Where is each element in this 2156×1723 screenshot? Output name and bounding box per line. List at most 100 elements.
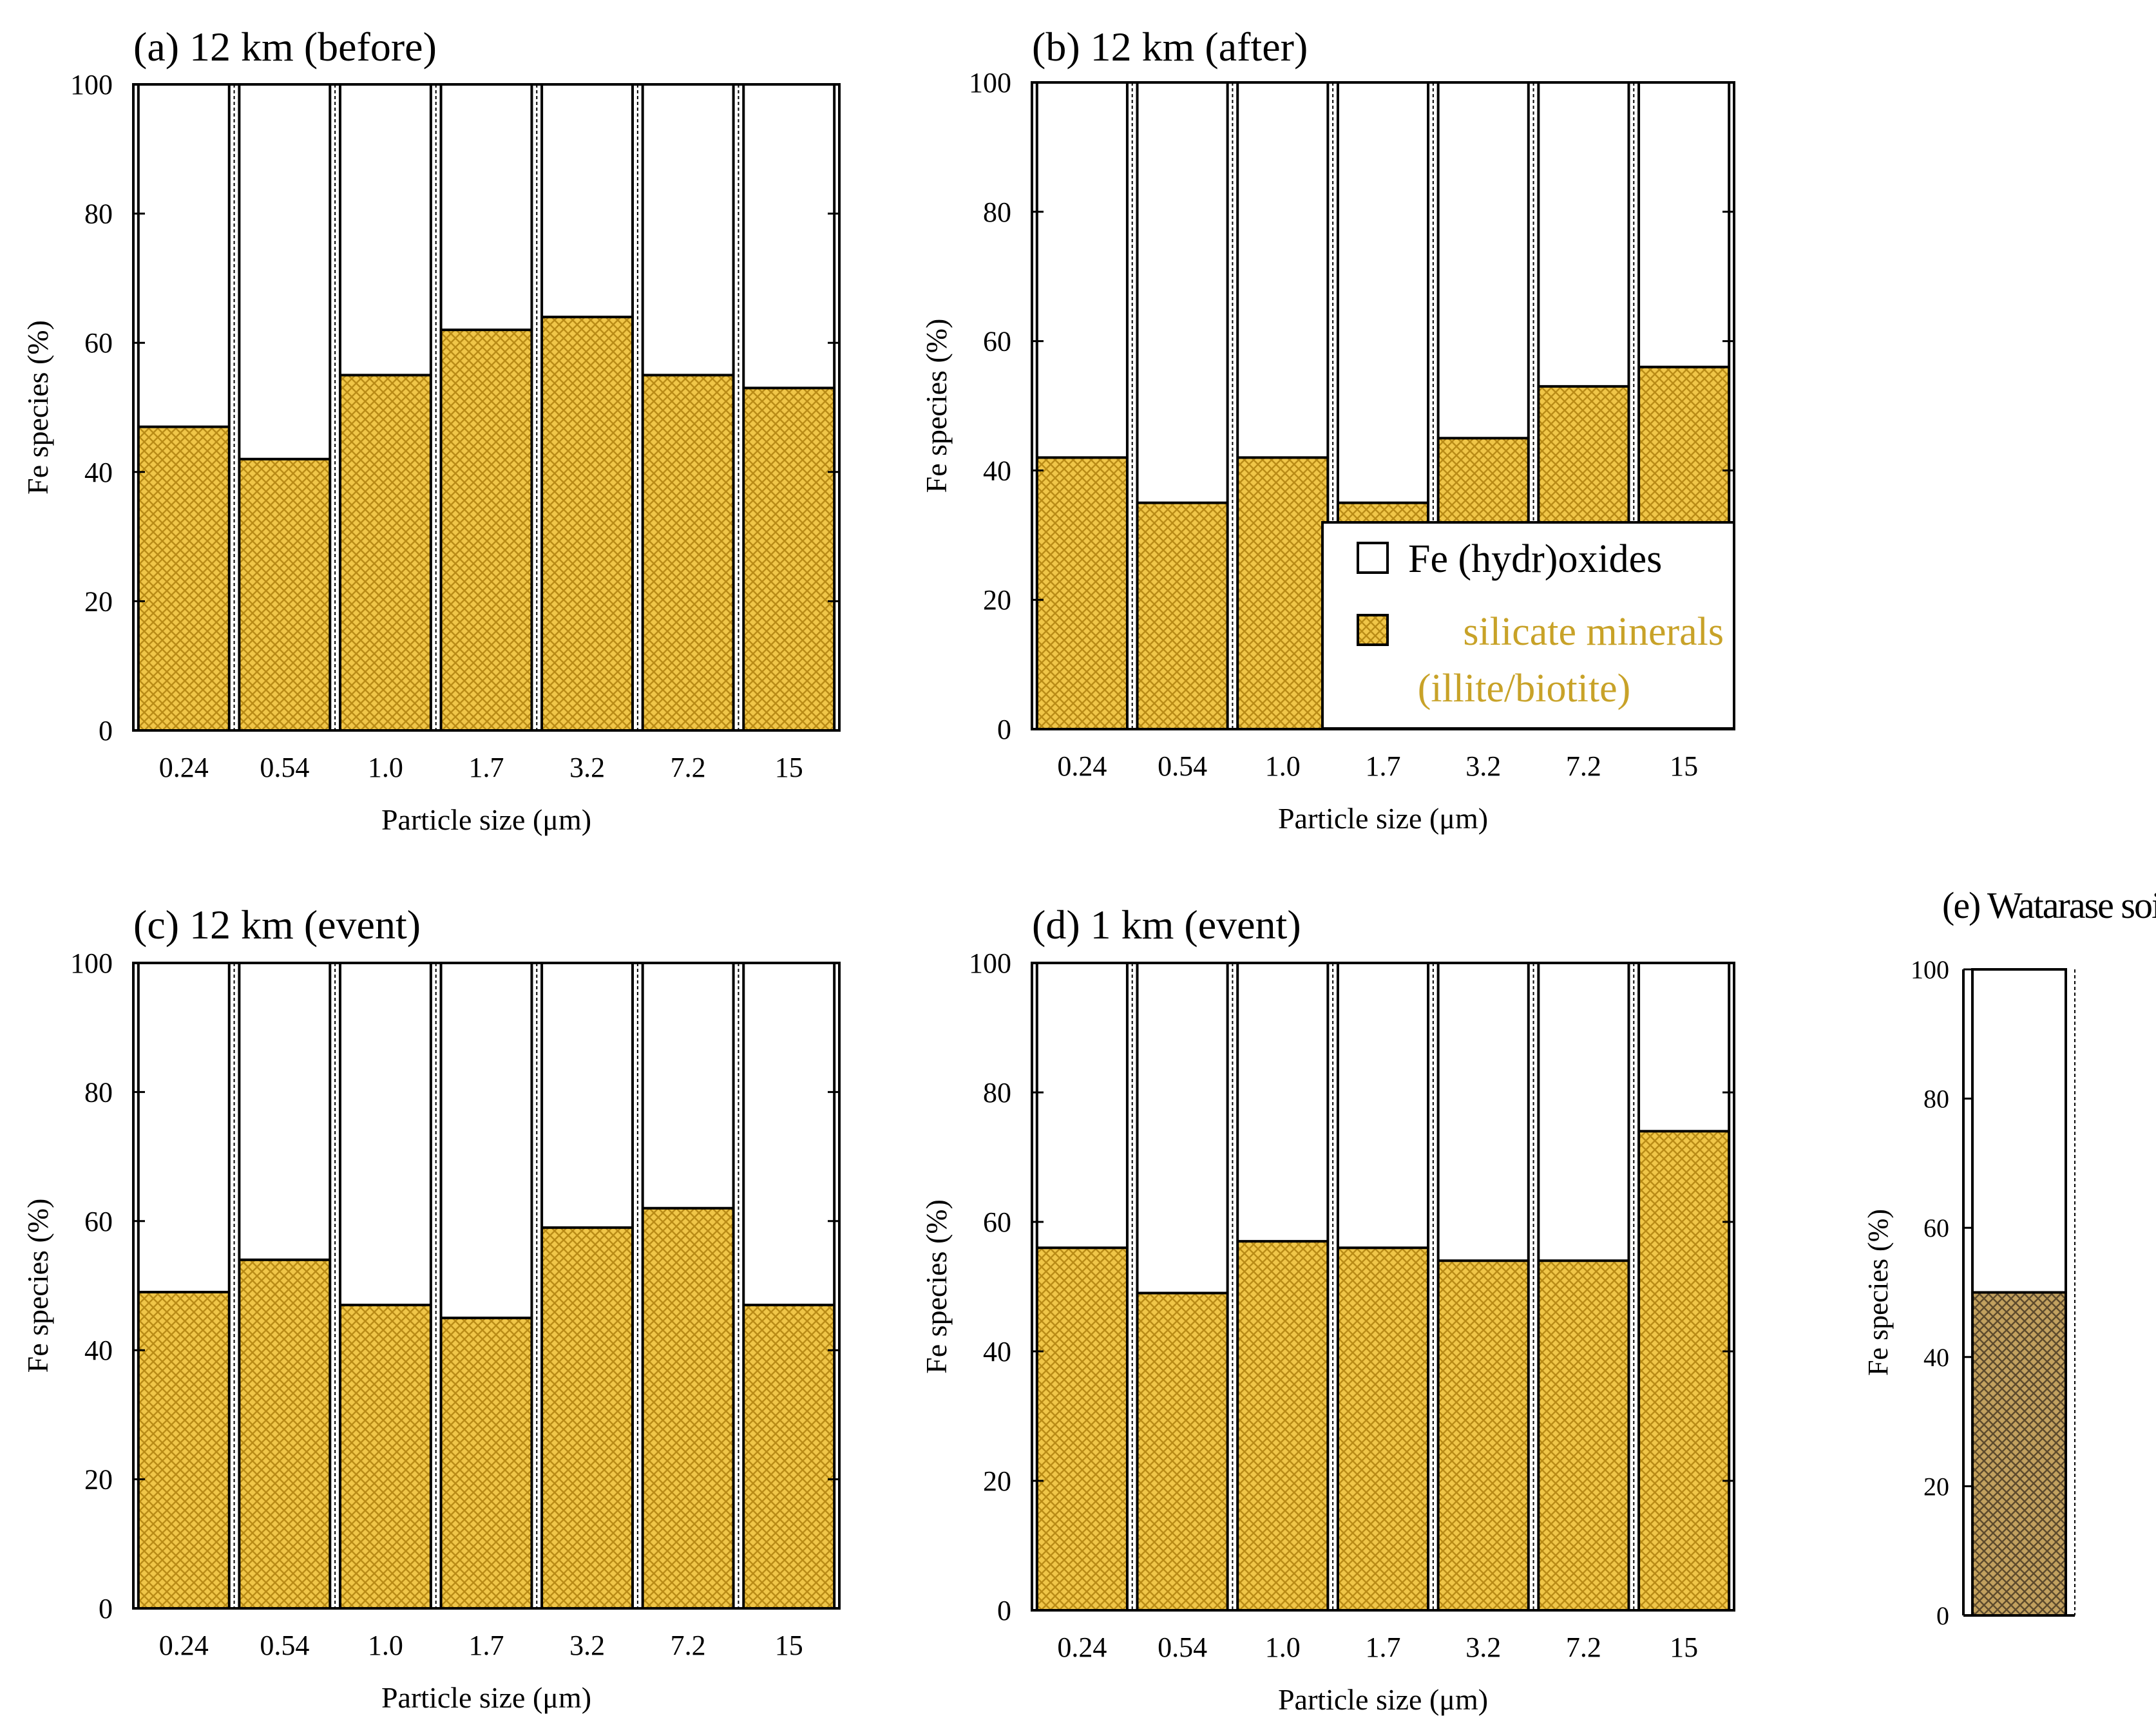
plot-frame-c [132, 962, 841, 1610]
y-tick-label-a-2: 40 [84, 457, 113, 488]
x-tick-label-b-3: 1.7 [1366, 750, 1401, 782]
plot-frame-a [132, 83, 841, 732]
plot-frame-d [1031, 962, 1735, 1612]
y-tick-label-e-1: 20 [1923, 1472, 1949, 1501]
bar-silicate-d-1 [1137, 1293, 1228, 1610]
legend-label-oxides: Fe (hydr)oxides [1408, 537, 1662, 581]
x-tick-label-b-5: 7.2 [1566, 750, 1601, 782]
x-axis-label-c: Particle size (μm) [381, 1681, 591, 1714]
x-tick-label-b-4: 3.2 [1465, 750, 1501, 782]
x-axis-label-b: Particle size (μm) [1278, 802, 1488, 835]
x-tick-label-a-2: 1.0 [368, 752, 403, 783]
y-axis-label-c: Fe species (%) [21, 1199, 54, 1373]
panel-c-title: (c) 12 km (event) [133, 902, 421, 947]
legend-label-silicate-line1: silicate minerals [1463, 610, 1724, 654]
bar-silicate-b-1 [1137, 502, 1228, 729]
x-tick-label-d-5: 7.2 [1566, 1632, 1601, 1663]
y-tick-label-a-1: 20 [84, 585, 113, 617]
bar-silicate-d-3 [1337, 1248, 1429, 1610]
y-tick-label-e-2: 40 [1923, 1343, 1949, 1372]
y-tick-label-c-4: 80 [84, 1076, 113, 1108]
x-tick-label-d-4: 3.2 [1465, 1632, 1501, 1663]
legend-box [1321, 521, 1735, 730]
x-tick-label-a-1: 0.54 [260, 752, 309, 783]
panel-b-title: (b) 12 km (after) [1032, 24, 1308, 70]
legend: Fe (hydr)oxides silicate minerals (illit… [1321, 521, 1735, 730]
legend-label-silicate-line2: (illite/biotite) [1418, 667, 1631, 710]
bar-silicate-a-5 [642, 375, 734, 730]
y-tick-label-b-0: 0 [997, 714, 1011, 745]
y-tick-label-c-3: 60 [84, 1206, 113, 1237]
bar-silicate-b-0 [1036, 457, 1127, 729]
x-tick-label-a-6: 15 [775, 752, 803, 783]
x-tick-label-c-0: 0.24 [159, 1630, 209, 1661]
y-tick-label-c-5: 100 [70, 947, 113, 979]
x-tick-label-b-2: 1.0 [1265, 750, 1301, 782]
bar-silicate-a-2 [339, 375, 431, 730]
panel-c: (c) 12 km (event) 0.24 0.54 1.0 1.7 3.2 7.2 15 0… [21, 902, 841, 1714]
x-tick-label-a-4: 3.2 [569, 752, 605, 783]
x-tick-label-d-1: 0.54 [1158, 1632, 1207, 1663]
panel-d: (d) 1 km (event) 0.24 0.54 1.0 1.7 3.2 7.2 15 0 2… [920, 902, 1735, 1716]
panel-a: (a) 12 km (before) 0.24 0.54 1.0 1.7 3.2 7.2 15… [21, 24, 841, 836]
y-tick-label-a-0: 0 [99, 715, 113, 747]
x-axis-label-a: Particle size (μm) [381, 803, 591, 836]
y-tick-label-b-2: 40 [983, 455, 1011, 486]
x-tick-label-a-5: 7.2 [671, 752, 706, 783]
legend-swatch-silicate [1357, 614, 1389, 646]
y-tick-label-b-4: 80 [983, 196, 1011, 228]
y-axis-label-b: Fe species (%) [920, 319, 953, 493]
bar-silicate-c-3 [441, 1318, 532, 1608]
y-tick-label-e-4: 80 [1923, 1085, 1949, 1114]
x-tick-label-c-6: 15 [775, 1630, 803, 1661]
bar-silicate-a-1 [239, 459, 330, 730]
y-tick-label-d-2: 40 [983, 1336, 1011, 1367]
y-tick-label-b-5: 100 [969, 67, 1011, 99]
y-tick-label-a-5: 100 [70, 69, 113, 100]
bar-silicate-e-0 [1972, 1292, 2066, 1615]
bar-silicate-c-5 [642, 1208, 734, 1608]
bar-silicate-d-2 [1237, 1241, 1328, 1610]
bar-silicate-c-0 [138, 1292, 229, 1608]
y-tick-label-c-1: 20 [84, 1464, 113, 1496]
x-tick-label-d-6: 15 [1670, 1632, 1698, 1663]
x-tick-label-b-1: 0.54 [1158, 750, 1207, 782]
y-tick-label-c-2: 40 [84, 1335, 113, 1366]
x-tick-label-b-0: 0.24 [1057, 750, 1107, 782]
bar-silicate-d-0 [1036, 1248, 1127, 1610]
bar-silicate-c-6 [743, 1305, 835, 1608]
x-axis-label-d: Particle size (μm) [1278, 1683, 1488, 1716]
y-tick-label-b-3: 60 [983, 326, 1011, 357]
y-axis-label-d: Fe species (%) [920, 1199, 953, 1374]
y-tick-label-a-3: 60 [84, 327, 113, 359]
panel-a-title: (a) 12 km (before) [133, 24, 437, 70]
x-tick-label-c-5: 7.2 [671, 1630, 706, 1661]
y-tick-label-e-5: 100 [1911, 955, 1949, 984]
y-tick-label-d-3: 60 [983, 1206, 1011, 1238]
y-tick-label-e-0: 0 [1936, 1601, 1949, 1630]
x-tick-label-b-6: 15 [1670, 750, 1698, 782]
x-tick-label-d-2: 1.0 [1265, 1632, 1301, 1663]
bar-silicate-d-6 [1639, 1131, 1730, 1610]
x-tick-label-c-1: 0.54 [260, 1630, 309, 1661]
y-tick-label-d-0: 0 [997, 1595, 1011, 1626]
x-tick-label-c-4: 3.2 [569, 1630, 605, 1661]
y-tick-label-b-1: 20 [983, 584, 1011, 616]
x-tick-label-c-2: 1.0 [368, 1630, 403, 1661]
bar-silicate-a-0 [138, 426, 229, 730]
y-tick-label-a-4: 80 [84, 198, 113, 230]
x-tick-label-d-0: 0.24 [1057, 1632, 1107, 1663]
panel-d-title: (d) 1 km (event) [1032, 902, 1301, 947]
panel-e: (e) Watarase soil 0 20 40 60 80 100 Fe species … [1862, 884, 2156, 1630]
y-tick-label-e-3: 60 [1923, 1214, 1949, 1242]
y-tick-label-d-5: 100 [969, 947, 1011, 979]
x-tick-label-d-3: 1.7 [1366, 1632, 1401, 1663]
y-tick-label-d-1: 20 [983, 1465, 1011, 1497]
y-axis-label-e: Fe species (%) [1862, 1209, 1894, 1376]
x-tick-label-c-3: 1.7 [469, 1630, 504, 1661]
bar-silicate-a-3 [441, 330, 532, 730]
y-tick-label-c-0: 0 [99, 1593, 113, 1624]
bar-silicate-b-2 [1237, 457, 1328, 729]
bar-silicate-a-4 [542, 317, 633, 731]
